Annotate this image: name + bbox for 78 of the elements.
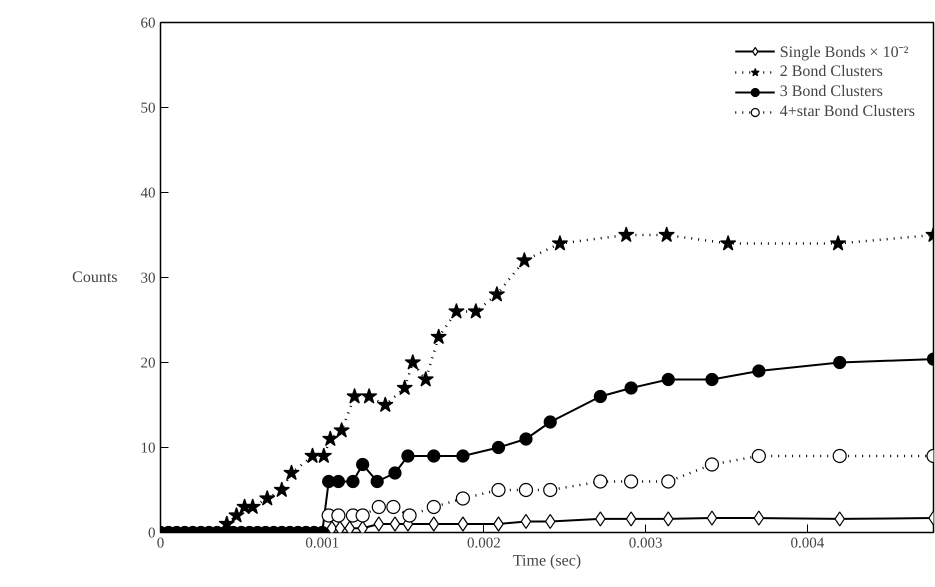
point: [386, 500, 400, 514]
point: [661, 474, 676, 489]
legend-label: 3 Bond Clusters: [780, 82, 883, 102]
point: [618, 226, 634, 242]
point: [316, 447, 332, 464]
y-tick-label: 0: [148, 526, 156, 542]
point: [658, 226, 675, 242]
point: [448, 302, 465, 319]
point: [468, 302, 484, 319]
legend-label: 2 Bond Clusters: [780, 62, 883, 82]
point: [488, 286, 506, 302]
point: [388, 466, 402, 480]
point: [704, 457, 720, 472]
y-axis-title: Counts: [72, 269, 118, 286]
point: [304, 447, 321, 464]
point: [519, 432, 533, 446]
y-tick-label: 60: [140, 16, 156, 32]
point: [663, 511, 674, 526]
point: [360, 388, 378, 404]
point: [430, 328, 447, 344]
point: [595, 511, 606, 526]
point: [594, 390, 607, 404]
point: [396, 379, 413, 396]
point: [833, 356, 846, 370]
point: [491, 482, 506, 498]
point: [331, 508, 346, 523]
y-tick-label: 10: [140, 440, 156, 456]
point: [402, 508, 417, 523]
point: [492, 440, 506, 454]
point: [377, 396, 394, 412]
y-tick-label: 20: [140, 356, 156, 372]
point: [346, 388, 363, 404]
point: [332, 474, 345, 488]
point: [626, 511, 636, 526]
x-axis-title: Time (sec): [512, 552, 582, 570]
point: [346, 474, 360, 488]
x-tick-label: 0.001: [305, 536, 340, 552]
point: [372, 500, 386, 514]
point: [356, 458, 370, 472]
legend-label: 4+star Bond Clusters: [780, 102, 915, 122]
point: [830, 234, 846, 251]
point: [516, 252, 533, 268]
point: [322, 430, 339, 446]
x-tick-label: 0.003: [628, 536, 663, 552]
point: [552, 234, 568, 251]
y-tick-label: 50: [140, 100, 156, 116]
x-tick-label: 0.002: [467, 536, 501, 552]
point: [834, 511, 845, 526]
point: [624, 474, 638, 489]
y-tick-label: 40: [140, 186, 156, 202]
point: [401, 449, 415, 463]
point: [543, 482, 558, 498]
point: [705, 372, 719, 386]
point: [370, 474, 384, 488]
point: [662, 372, 675, 386]
point: [752, 448, 766, 464]
point: [456, 491, 470, 506]
x-tick-label: 0.004: [790, 536, 825, 552]
point: [259, 490, 276, 506]
point: [518, 482, 534, 498]
point: [356, 508, 370, 523]
point: [333, 422, 350, 438]
point: [593, 474, 608, 489]
point: [720, 234, 736, 251]
point: [752, 364, 766, 378]
point: [283, 464, 300, 480]
point: [544, 415, 557, 429]
point: [274, 481, 290, 498]
point: [418, 370, 434, 387]
y-tick-label: 30: [140, 270, 156, 286]
point: [624, 381, 638, 395]
point: [456, 449, 470, 463]
point: [404, 354, 421, 370]
point: [832, 448, 847, 464]
point: [228, 506, 245, 523]
point: [426, 500, 441, 514]
legend-label: Single Bonds × 10⁻²: [780, 43, 908, 62]
point: [427, 449, 440, 463]
